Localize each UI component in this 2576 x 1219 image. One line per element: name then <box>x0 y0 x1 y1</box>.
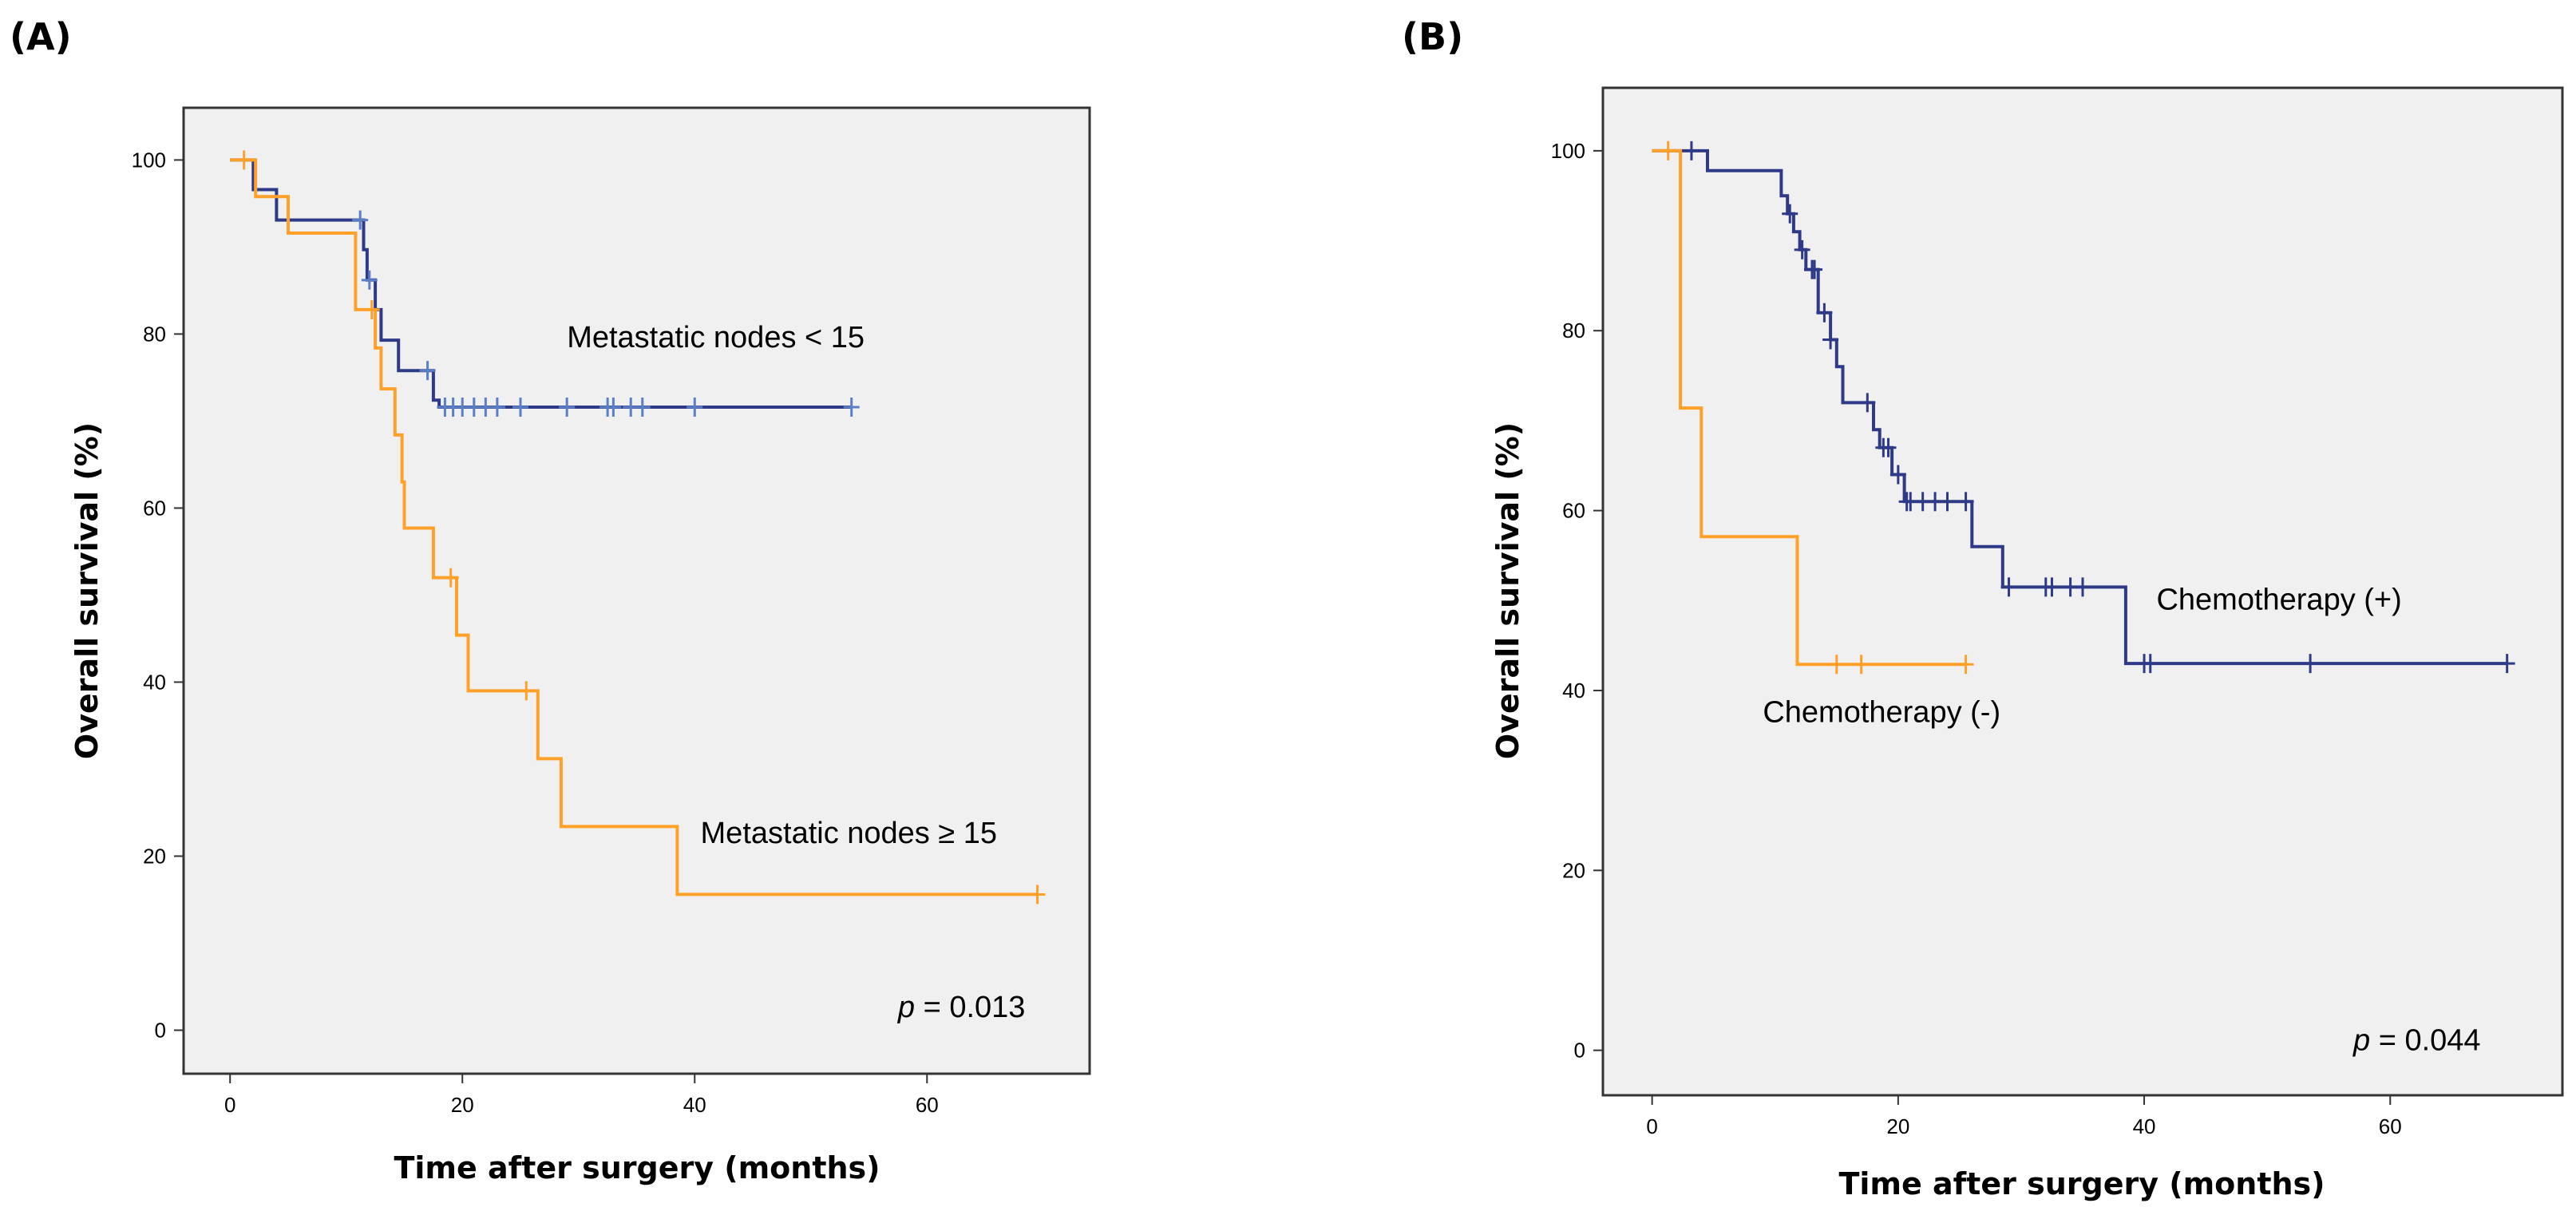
panel-a-y-axis-title: Overall survival (%) <box>69 422 105 759</box>
panel-b-y-tick-label: 100 <box>1551 139 1585 163</box>
panel-a-y-tick-label: 0 <box>155 1018 166 1042</box>
panel-b-censor-mark <box>2499 654 2515 674</box>
panel-a-censor-mark <box>442 568 459 588</box>
panel-b-censor-mark <box>2142 654 2159 674</box>
panel-b-p-symbol: p <box>2352 1024 2370 1058</box>
panel-a-censor-mark <box>687 397 703 417</box>
panel-a-x-tick-label: 20 <box>451 1093 474 1117</box>
panel-a-annotation-2: Metastatic nodes ≥ 15 <box>701 817 998 850</box>
panel-b-p-value: p = 0.044 <box>2352 1024 2481 1058</box>
panel-b-y-tick-label: 80 <box>1562 319 1585 342</box>
panel-a-curve-1 <box>230 158 852 409</box>
panel-a-ticks: 0 20 40 60 0 20 40 60 80 100 <box>132 148 939 1117</box>
panel-b-censor-mark <box>1683 141 1700 160</box>
panel-a-censor-mark <box>518 681 535 701</box>
panel-b-curves <box>1652 148 2507 667</box>
panel-a-label: (A) <box>10 15 72 58</box>
panel-b-censor-mark <box>1782 204 1798 224</box>
panel-a-x-tick-label: 60 <box>916 1093 939 1117</box>
panel-a-censor-mark <box>419 361 436 381</box>
panel-a-curves <box>230 158 1038 896</box>
panel-b-censor-mark <box>1806 259 1823 279</box>
panel-a-x-tick-label: 0 <box>224 1093 235 1117</box>
panel-a-y-tick-label: 80 <box>143 322 166 346</box>
panel-b-censor-mark <box>1957 492 1974 512</box>
panel-a-censor-mark <box>489 397 505 417</box>
panel-a-censor-mark <box>512 397 528 417</box>
panel-b-censor-mark <box>2044 577 2060 597</box>
panel-a-y-tick-label: 20 <box>143 844 166 868</box>
panel-b-annotation-2: Chemotherapy (-) <box>1763 695 2000 729</box>
panel-b-ticks: 0 20 40 60 0 20 40 60 80 100 <box>1551 139 2402 1138</box>
panel-a-y-tick-label: 100 <box>132 148 166 172</box>
panel-b-curve-1 <box>1652 148 2507 666</box>
panel-a-y-tick-label: 60 <box>143 496 166 520</box>
panel-b-y-tick-label: 20 <box>1562 858 1585 882</box>
panel-b-censor-mark <box>2075 577 2091 597</box>
panel-b-x-tick-label: 40 <box>2133 1114 2156 1138</box>
panel-b-censor-mark <box>1828 655 1845 675</box>
panel-b-x-tick-label: 20 <box>1886 1114 1909 1138</box>
panel-a-p-symbol: p <box>897 991 915 1024</box>
panel-b-y-axis-title: Overall survival (%) <box>1490 422 1525 759</box>
panel-b-censor-mark <box>1660 141 1676 160</box>
panel-b-censor-mark <box>1794 239 1810 259</box>
panel-b-annotation-1: Chemotherapy (+) <box>2156 584 2401 617</box>
panel-a-y-tick-label: 40 <box>143 670 166 694</box>
panel-a-annotation-1: Metastatic nodes < 15 <box>567 321 865 354</box>
panel-b-p-number: = 0.044 <box>2370 1024 2480 1058</box>
panel-b-censor-mark <box>1957 655 1974 675</box>
panel-a-p-value: p = 0.013 <box>897 991 1026 1024</box>
panel-b: (B) 0 20 40 60 0 20 40 60 80 100 Chemotherapy (+)… <box>1402 15 2564 1201</box>
panel-b-censor-mark <box>2302 654 2319 674</box>
panel-b-censor-mark <box>1853 655 1870 675</box>
panel-b-x-tick-label: 0 <box>1646 1114 1657 1138</box>
panel-b-censor-mark <box>1859 393 1876 413</box>
panel-a-censor-mark <box>352 210 369 230</box>
panel-a-censor-mark <box>605 397 622 417</box>
panel-b-censor-mark <box>1816 303 1833 323</box>
panel-a: (A) 0 20 40 60 0 20 40 60 80 100 Metastatic nodes… <box>10 15 1091 1185</box>
panel-a-censor-mark <box>634 397 651 417</box>
panel-a-censor-mark <box>559 397 576 417</box>
panel-b-y-tick-label: 40 <box>1562 679 1585 703</box>
panel-a-censor-marks <box>235 150 1046 904</box>
panel-a-censor-mark <box>235 150 252 170</box>
panel-a-plot-area <box>182 106 1091 1075</box>
panel-a-censor-mark <box>1029 885 1046 904</box>
panel-b-censor-mark <box>2000 577 2017 597</box>
panel-a-x-axis-title: Time after surgery (months) <box>394 1150 880 1185</box>
panel-b-y-tick-label: 60 <box>1562 499 1585 523</box>
panel-b-censor-mark <box>1822 330 1839 350</box>
panel-b-curve-2 <box>1652 148 1966 667</box>
panel-b-x-axis-title: Time after surgery (months) <box>1838 1166 2325 1201</box>
panel-a-p-number: = 0.013 <box>915 991 1025 1024</box>
panel-b-censor-mark <box>1939 492 1956 512</box>
panel-a-censor-mark <box>363 299 380 319</box>
panel-b-censor-mark <box>1880 437 1897 457</box>
panel-b-label: (B) <box>1402 15 1463 58</box>
panel-a-censor-mark <box>361 270 378 290</box>
panel-b-x-tick-label: 60 <box>2379 1114 2402 1138</box>
panel-b-y-tick-label: 0 <box>1574 1039 1585 1063</box>
panel-a-censor-mark <box>843 397 860 417</box>
panel-b-censor-mark <box>1889 465 1906 485</box>
panel-a-x-tick-label: 40 <box>683 1093 706 1117</box>
panel-a-curve-2 <box>230 158 1038 896</box>
panel-b-censor-marks <box>1660 141 2515 675</box>
